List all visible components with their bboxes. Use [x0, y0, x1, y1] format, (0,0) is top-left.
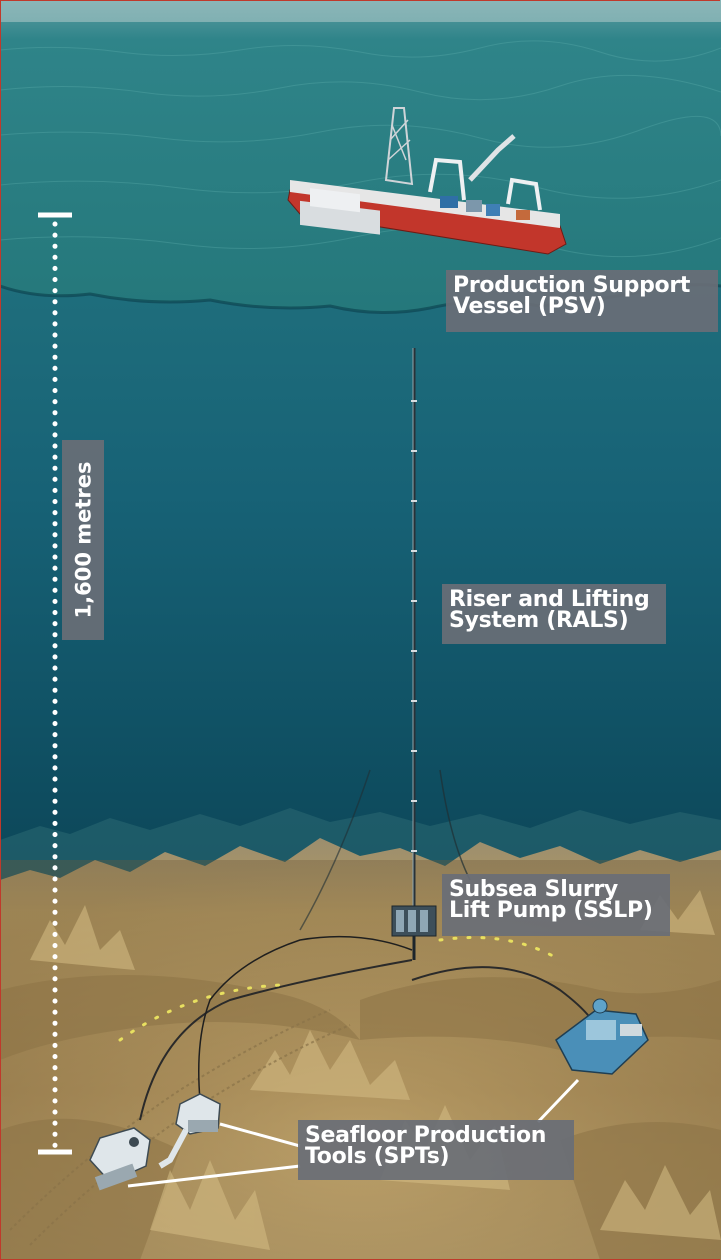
label-psv-line2: Vessel (PSV) [453, 294, 606, 319]
ship-icon [287, 107, 567, 255]
collector-vehicle-icon [555, 998, 649, 1075]
depth-label-text: 1,600 metres [71, 461, 95, 619]
deep-water [0, 284, 721, 881]
label-spt-line1: Seafloor Production [305, 1123, 547, 1148]
label-rals-line2: System (RALS) [449, 608, 629, 633]
pump-icon [391, 905, 437, 960]
label-sslp-line2: Lift Pump (SSLP) [449, 898, 653, 923]
label-subsea-slurry-lift-pump: Subsea Slurry Lift Pump (SSLP) [442, 874, 670, 936]
depth-label: 1,600 metres [62, 440, 104, 640]
label-riser-lifting-system: Riser and Lifting System (RALS) [442, 584, 666, 644]
label-sslp-line1: Subsea Slurry [449, 877, 618, 902]
riser-pipe-icon [411, 348, 417, 910]
spt-leader-lines [127, 1078, 580, 1188]
cutter-vehicle-icon [158, 1093, 221, 1169]
label-spt-line2: Tools (SPTs) [305, 1144, 450, 1169]
label-seafloor-production-tools: Seafloor Production Tools (SPTs) [298, 1120, 574, 1180]
label-rals-line1: Riser and Lifting [449, 587, 650, 612]
crawler-vehicle-icon [89, 1127, 151, 1191]
label-psv-line1: Production Support [453, 273, 691, 298]
depth-scale [38, 212, 72, 1155]
label-production-support-vessel: Production Support Vessel (PSV) [446, 270, 718, 332]
